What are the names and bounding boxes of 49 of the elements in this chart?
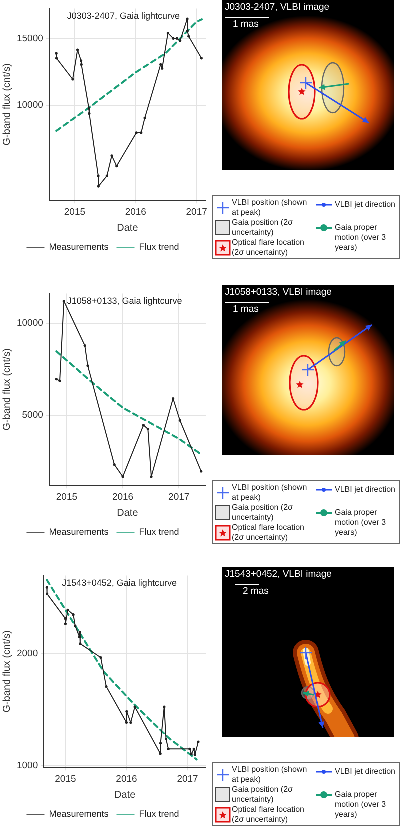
y-tick-label: 15000 [16, 33, 44, 44]
text: VLBI jet direction [335, 200, 396, 210]
text: VLBI position (shown at peak) [232, 483, 308, 503]
radio-map: J1543+0452, VLBI image 2 mas [222, 567, 394, 737]
text: Optical flare location (2σ uncertainty) [232, 238, 306, 258]
legend-label: Measurements [49, 808, 110, 819]
text: VLBI jet direction [335, 767, 396, 777]
text: Gaia position (2σ uncertainty) [232, 218, 294, 238]
text: Optical flare location (2σ uncertainty) [232, 523, 306, 543]
chart-title: J1543+0452, Gaia lightcurve [62, 578, 177, 588]
y-tick-label: 10000 [16, 100, 44, 111]
x-axis-title: Date [114, 790, 136, 801]
x-tick-label: 2015 [56, 492, 78, 503]
x-tick-label: 2016 [112, 492, 134, 503]
radio-map: J1058+0133, VLBI image 1 mas [222, 285, 394, 455]
legend-label: Measurements [49, 526, 110, 537]
text: VLBI position (shown at peak) [232, 198, 308, 218]
x-tick-label: 2015 [64, 206, 86, 218]
line-series [56, 350, 203, 456]
y-axis-title: G-band flux (cnt/s) [2, 64, 13, 146]
radio-map: J0303-2407, VLBI image 1 mas [222, 0, 394, 170]
legend-label: Flux trend [139, 526, 180, 537]
x-tick-label: 2017 [168, 492, 190, 503]
text: Gaia position (2σ uncertainty) [232, 785, 294, 805]
x-axis-title: Date [117, 222, 139, 234]
x-tick-label: 2016 [125, 206, 146, 218]
text: Gaia position (2σ uncertainty) [232, 503, 294, 523]
x-tick-label: 2015 [55, 774, 76, 785]
y-axis-title: G-band flux (cnt/s) [2, 630, 13, 713]
y-tick-label: 2000 [16, 648, 38, 660]
legend-label: Flux trend [139, 808, 180, 819]
legend-label: Flux trend [139, 242, 180, 252]
x-tick-label: 2016 [116, 774, 138, 785]
y-axis-title: G-band flux (cnt/s) [2, 348, 13, 431]
legend-label: Measurements [49, 242, 110, 252]
x-axis-title: Date [117, 508, 139, 519]
text: VLBI jet direction [335, 485, 396, 495]
y-tick-label: 1000 [16, 760, 38, 772]
text: Optical flare location (2σ uncertainty) [232, 805, 306, 825]
text: Gaia proper motion (over 3 years) [335, 223, 388, 253]
text: VLBI position (shown at peak) [232, 765, 308, 785]
y-tick-label: 5000 [22, 410, 44, 422]
text: Gaia proper motion (over 3 years) [335, 508, 388, 538]
chart-title: J0303-2407, Gaia lightcurve [67, 10, 180, 21]
x-tick-label: 2017 [186, 206, 208, 218]
chart-title: J1058+0133, Gaia lightcurve [67, 296, 182, 306]
text: Gaia proper motion (over 3 years) [335, 790, 388, 820]
y-tick-label: 10000 [16, 318, 44, 329]
x-tick-label: 2017 [177, 774, 198, 785]
